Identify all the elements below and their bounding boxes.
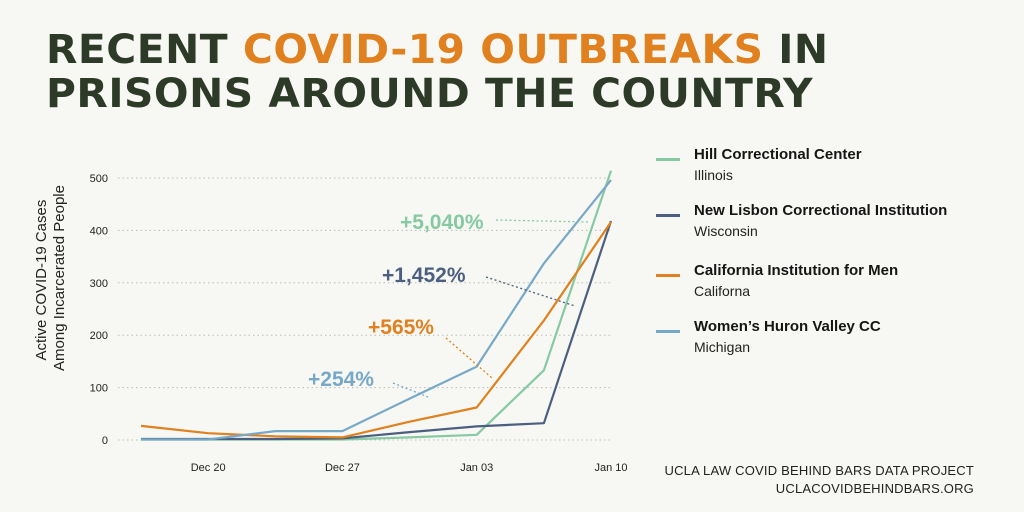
page-title: RECENT COVID-19 OUTBREAKS IN PRISONS ARO…	[46, 28, 829, 116]
y-axis-label-line1: Active COVID-19 Cases	[33, 200, 50, 361]
series-line-2	[140, 221, 612, 439]
title-line1-post: IN	[763, 27, 829, 73]
credit-line2: UCLACOVIDBEHINDBARS.ORG	[775, 481, 974, 496]
series-line-3	[141, 179, 612, 441]
annotation-leader	[485, 276, 576, 307]
title-line2: PRISONS AROUND THE COUNTRY	[46, 71, 814, 117]
x-tick-label: Jan 03	[460, 462, 493, 474]
annotation-leader	[445, 337, 493, 379]
annotation-label: +565%	[368, 316, 434, 339]
y-tick-label: 400	[90, 225, 108, 237]
legend-swatch	[656, 274, 680, 277]
y-tick-label: 300	[90, 278, 108, 290]
series-line-0	[141, 170, 613, 441]
annotation-label: +254%	[308, 368, 374, 391]
legend-swatch	[656, 330, 680, 333]
legend-state: Michigan	[694, 339, 751, 355]
legend-name: Women’s Huron Valley CC	[694, 318, 881, 335]
legend-state: Illinois	[694, 167, 733, 183]
x-tick-label: Jan 10	[594, 462, 627, 474]
y-tick-label: 100	[90, 383, 108, 395]
credit-line1: UCLA LAW COVID BEHIND BARS DATA PROJECT	[664, 463, 974, 478]
legend-name: California Institution for Men	[694, 262, 899, 279]
legend-swatch	[656, 158, 680, 161]
legend-state: Wisconsin	[694, 223, 758, 239]
annotations: +5,040% +1,452% +565% +254%	[308, 211, 484, 391]
y-axis-label-line2: Among Incarcerated People	[51, 185, 68, 371]
chart-gridlines	[118, 177, 612, 441]
y-tick-label: 0	[102, 435, 108, 447]
annotation-label: +5,040%	[400, 211, 484, 234]
y-tick-label: 500	[90, 173, 108, 185]
x-axis-ticks: Dec 20 Dec 27 Jan 03 Jan 10	[191, 462, 628, 474]
legend-name: New Lisbon Correctional Institution	[694, 202, 948, 219]
legend-name: Hill Correctional Center	[694, 146, 862, 163]
y-axis-label: Active COVID-19 Cases Among Incarcerated…	[33, 185, 68, 371]
title-highlight: COVID-19 OUTBREAKS	[242, 27, 764, 73]
y-tick-label: 200	[90, 330, 108, 342]
annotation-label: +1,452%	[382, 264, 466, 287]
y-axis-ticks: 0 100 200 300 400 500	[90, 173, 108, 447]
annotation-leader	[495, 219, 589, 223]
annotation-leader	[392, 382, 429, 398]
annotation-leaders	[392, 219, 589, 398]
legend-state: Californa	[694, 283, 751, 299]
x-tick-label: Dec 20	[191, 462, 226, 474]
x-tick-label: Dec 27	[325, 462, 360, 474]
series-lines	[140, 170, 613, 441]
legend-swatch	[656, 214, 680, 217]
credit: UCLA LAW COVID BEHIND BARS DATA PROJECT …	[664, 462, 974, 498]
title-line1-pre: RECENT	[46, 27, 243, 73]
